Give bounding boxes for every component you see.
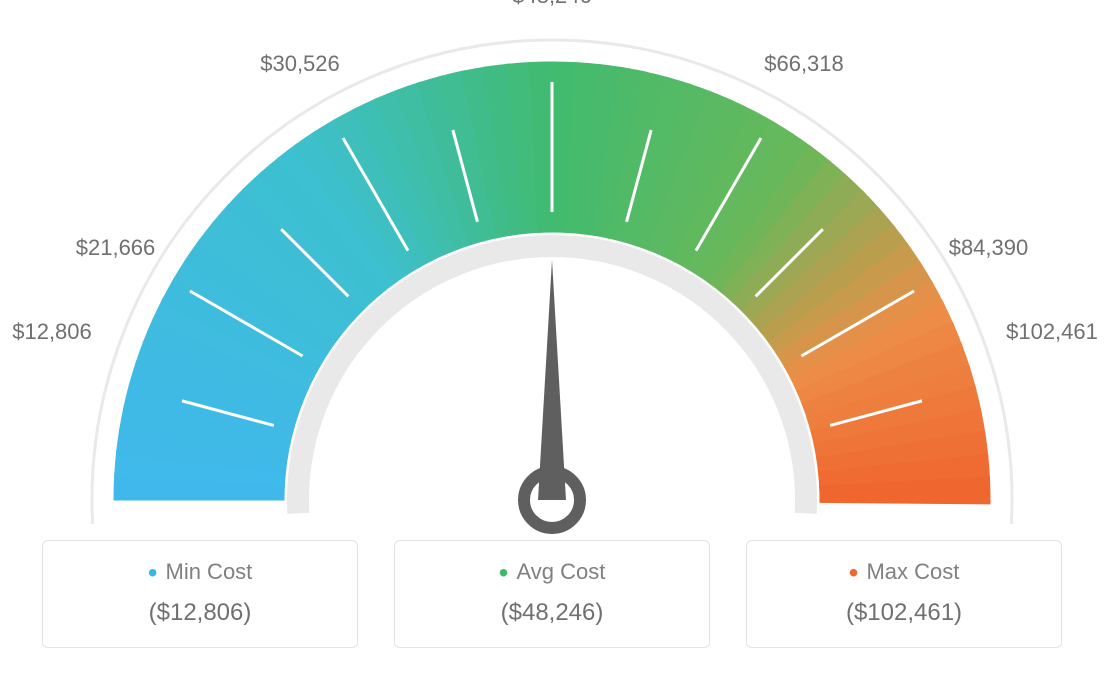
legend-card-min: Min Cost ($12,806) [42, 540, 358, 648]
legend-value-min: ($12,806) [53, 599, 347, 627]
legend-title-max: Max Cost [757, 559, 1051, 585]
legend-card-max: Max Cost ($102,461) [746, 540, 1062, 648]
legend-title-avg: Avg Cost [405, 559, 699, 585]
gauge-tick-label: $66,318 [764, 51, 844, 77]
gauge-tick-label: $12,806 [12, 319, 92, 345]
gauge-needle [538, 260, 566, 500]
legend-card-avg: Avg Cost ($48,246) [394, 540, 710, 648]
gauge-tick-label: $102,461 [1006, 319, 1098, 345]
legend-value-max: ($102,461) [757, 599, 1051, 627]
gauge-tick-label: $30,526 [260, 51, 340, 77]
legend-value-avg: ($48,246) [405, 599, 699, 627]
gauge-tick-label: $21,666 [76, 235, 156, 261]
gauge-svg [0, 0, 1104, 540]
gauge-tick-label: $84,390 [949, 235, 1029, 261]
gauge-tick-label: $48,246 [512, 0, 592, 9]
legend-title-min: Min Cost [53, 559, 347, 585]
gauge-container: $12,806 $21,666 $30,526 $48,246 $66,318 $84,3… [0, 0, 1104, 540]
legend-row: Min Cost ($12,806) Avg Cost ($48,246) Ma… [0, 540, 1104, 648]
